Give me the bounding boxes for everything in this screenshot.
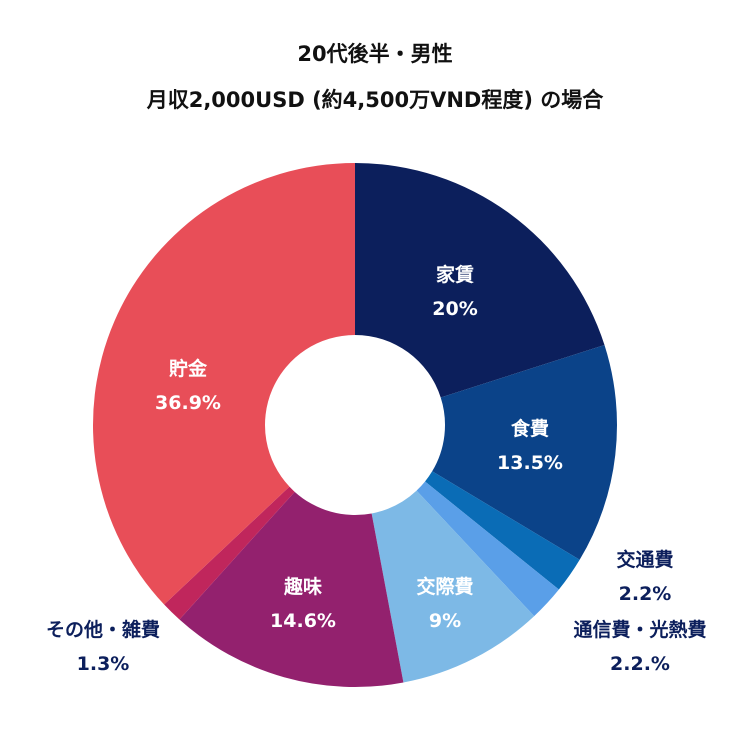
slice-label-transport: 交通費 2.2% [616, 549, 674, 605]
slice-label-food: 食費 13.5% [497, 418, 563, 474]
slice-6 [164, 486, 295, 620]
slice-7 [92, 162, 356, 605]
slice-1 [432, 344, 617, 560]
chart-title-line1: 20代後半・男性 [297, 42, 453, 66]
slice-label-rent: 家賃 20% [432, 264, 478, 320]
slice-label-social: 交際費 9% [416, 576, 474, 632]
slice-label-hobby: 趣味 14.6% [270, 576, 336, 632]
chart-title-line2: 月収2,000USD (約4,500万VND程度) の場合 [146, 88, 604, 112]
slice-label-utilities: 通信費・光熱費 2.2.% [573, 619, 707, 675]
slice-label-misc: その他・雑費 1.3% [45, 619, 161, 675]
slice-label-savings: 貯金 36.9% [155, 358, 221, 414]
slice-0 [355, 163, 605, 398]
slice-2 [425, 471, 580, 590]
slice-4 [371, 490, 535, 683]
slice-3 [416, 481, 559, 617]
slice-5 [179, 491, 404, 687]
